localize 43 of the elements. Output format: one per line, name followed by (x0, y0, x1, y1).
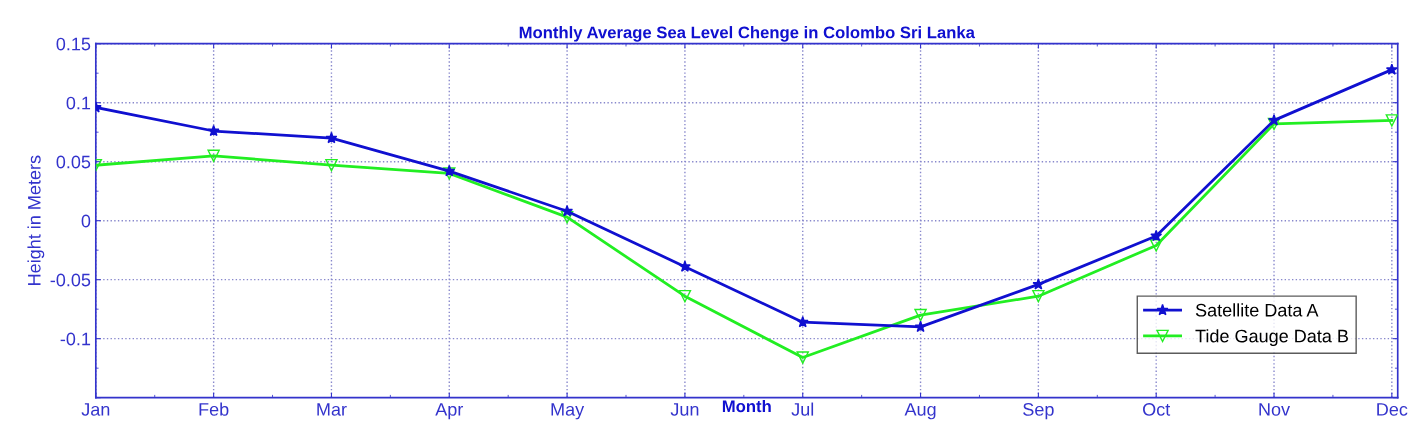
point (560, 210, 574, 224)
x-tick-label: Mar (317, 403, 347, 416)
x-axis-title: Month (722, 399, 771, 413)
point (1385, 63, 1398, 75)
y-tick-label: 0.1 (66, 96, 91, 110)
x-tick-label: Apr (435, 403, 464, 420)
point (207, 149, 220, 163)
y-tick-label: -0.1 (60, 332, 91, 346)
legend-label: Tide Gauge Data B (1195, 329, 1348, 347)
x-tick-label: Aug (904, 403, 936, 420)
chart-title: Monthly Average Sea Level Chenge in Colombo Sri Lanka (519, 26, 976, 42)
point (914, 320, 927, 333)
point (1149, 239, 1163, 252)
point (914, 308, 927, 322)
point (207, 124, 220, 137)
point (325, 131, 338, 144)
point (1267, 117, 1281, 131)
point (1032, 278, 1045, 290)
x-tick-label: Jan (81, 403, 110, 416)
x-tick-label: Nov (1259, 403, 1291, 416)
y-tick-label: 0.05 (56, 155, 91, 169)
point (678, 260, 691, 272)
y-tick-label: 0 (81, 214, 91, 228)
point (1150, 229, 1163, 242)
point (561, 204, 574, 217)
legend-label: Satellite Data A (1195, 303, 1319, 317)
point (1268, 114, 1280, 126)
x-tick-label: Oct (1143, 403, 1171, 416)
x-tick-label: Feb (199, 402, 229, 416)
point (1032, 289, 1045, 303)
y-tick-label: -0.05 (50, 273, 91, 287)
point (1385, 114, 1398, 127)
x-tick-label: May (551, 403, 585, 420)
x-tick-label: Sep (1023, 403, 1054, 420)
y-tick-label: 0.15 (56, 37, 91, 51)
point (796, 351, 809, 364)
point (796, 315, 809, 328)
point (325, 158, 338, 172)
x-tick-label: Dec (1377, 403, 1408, 416)
y-axis-title: Height in Meters (27, 155, 45, 285)
point (678, 289, 692, 303)
x-tick-label: Jun (670, 403, 699, 416)
x-tick-label: Jul (791, 402, 814, 416)
